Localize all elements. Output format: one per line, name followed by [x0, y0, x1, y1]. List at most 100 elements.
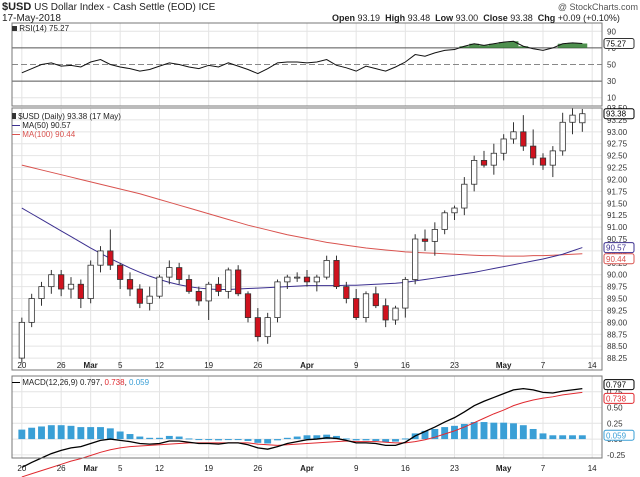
rsi-tick-label: 10 [607, 94, 616, 103]
macd-hist-bar [283, 437, 291, 440]
macd-hist-bar [234, 439, 242, 441]
macd-hist-bar [156, 437, 163, 440]
candle-body [67, 283, 75, 290]
rsi-panel: 103050709075.27 [11, 22, 635, 107]
x-tick-label-macd: 23 [450, 464, 459, 473]
quote-summary: Open 93.19 High 93.48 Low 93.00 Close 93… [332, 13, 620, 23]
price-tick-label: 88.75 [607, 330, 628, 339]
candle-body [549, 150, 556, 166]
ma50-line [21, 207, 583, 290]
candle-body [510, 131, 517, 140]
x-tick-label-macd: Mar [84, 464, 98, 473]
price-tick-label: 92.75 [607, 140, 628, 149]
hist-last-badge [603, 429, 635, 441]
change-value: +0.09 (+0.10%) [557, 13, 620, 23]
macd-hist-bar [382, 439, 390, 443]
candle-body [372, 293, 379, 307]
candle-body [569, 114, 576, 123]
macd-legend-swatch [12, 382, 20, 384]
macd-hist-bar [549, 435, 557, 440]
rsi-overbought-fill [459, 41, 588, 48]
candle-body [471, 159, 478, 185]
candle-body [225, 269, 232, 292]
x-tick-label-price: 26 [57, 361, 66, 370]
macd-hist-bar [313, 435, 321, 440]
ma100-last-value: 90.44 [606, 255, 627, 264]
macd-line [21, 387, 583, 469]
macd-hist-bar [480, 422, 488, 440]
chart-date: 17-May-2018 [2, 13, 61, 24]
ma50-last-value: 90.57 [606, 244, 627, 253]
candle-body [333, 260, 340, 288]
signal-last-value: 0.738 [606, 394, 627, 403]
macd-hist-bar [67, 425, 75, 440]
macd-hist-bar [470, 422, 478, 440]
open-value: 93.19 [357, 13, 381, 23]
rsi-line [21, 40, 583, 75]
price-tick-label: 92.50 [607, 152, 628, 161]
macd-hist-bar [460, 423, 468, 440]
x-tick-label-macd: 26 [57, 464, 66, 473]
ma100-line [21, 164, 583, 257]
rsi-tick-label: 90 [607, 27, 616, 36]
x-tick-label-price: 16 [401, 361, 410, 370]
candle-body [107, 250, 114, 266]
macd-tick-label: -0.25 [607, 451, 626, 460]
price-tick-label: 93.25 [607, 116, 628, 125]
macd-hist-bar [421, 430, 429, 440]
x-tick-label-price: 5 [118, 361, 123, 370]
macd-hist-bar [372, 439, 380, 441]
candle-body [126, 279, 134, 290]
price-tick-label: 88.25 [607, 354, 628, 363]
macd-hist-bar [519, 425, 527, 440]
candle-body [323, 260, 330, 278]
rsi-tick-label: 50 [607, 61, 616, 70]
macd-hist-bar [116, 431, 124, 440]
candle-body [146, 295, 153, 304]
candle-body [303, 276, 311, 283]
macd-hist-bar [77, 427, 85, 440]
macd-hist-bar [47, 425, 55, 440]
macd-hist-bar [18, 429, 26, 440]
candle-body [353, 298, 360, 318]
x-tick-label-macd: 9 [354, 464, 359, 473]
price-tick-label: 88.50 [607, 342, 628, 351]
candle-body [48, 274, 55, 288]
macd-hist-bar [401, 438, 409, 440]
macd-hist-bar [392, 439, 399, 442]
close-value: 93.38 [510, 13, 533, 23]
price-tick-label: 91.75 [607, 187, 628, 196]
signal-last-badge [603, 392, 635, 404]
rsi-tick-label: 30 [607, 77, 616, 86]
candle-body [313, 276, 320, 283]
candle-body [579, 113, 586, 124]
price-legend: $USD (Daily) 93.38 (17 May) MA(50) 90.57… [12, 112, 121, 139]
chart-header: $USD US Dollar Index - Cash Settle (EOD)… [2, 2, 215, 25]
x-tick-label-price: 14 [588, 361, 597, 370]
macd-tick-label: 0.25 [607, 419, 623, 428]
macd-hist-bar [205, 439, 213, 441]
price-tick-label: 93.00 [607, 128, 628, 137]
macd-hist-bar [254, 439, 262, 443]
macd-hist-bar [500, 422, 508, 440]
macd-hist-bar [529, 428, 537, 440]
stockcharts-credit[interactable]: @ StockCharts.com [557, 2, 638, 12]
x-tick-label-macd: 7 [541, 464, 546, 473]
candle-body [451, 207, 458, 214]
macd-hist-bar [146, 437, 154, 440]
x-tick-label-macd: 5 [118, 464, 123, 473]
macd-hist-bar [106, 428, 114, 440]
macd-hist-bar [264, 439, 272, 444]
candle-body [431, 229, 438, 242]
candle-body [28, 298, 35, 323]
candle-body [480, 159, 488, 166]
x-tick-label-price: 7 [541, 361, 546, 370]
candle-body [156, 276, 163, 297]
candle-body [490, 152, 497, 166]
candle-body [136, 288, 143, 304]
last-price-badge [603, 108, 635, 120]
candle-body [461, 183, 468, 209]
candle-body [362, 293, 370, 319]
macd-hist-bar [510, 423, 517, 440]
